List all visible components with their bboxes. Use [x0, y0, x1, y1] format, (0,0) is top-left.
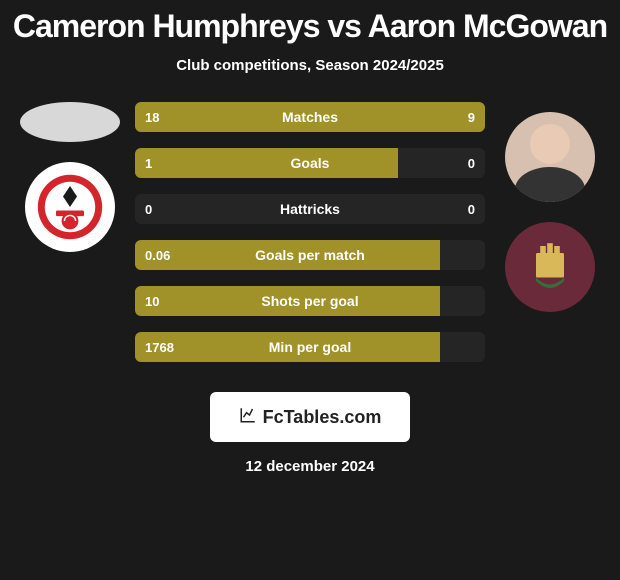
- stat-row: 00Hattricks: [135, 194, 485, 224]
- stat-label: Goals: [135, 148, 485, 178]
- stat-row: 1768Min per goal: [135, 332, 485, 362]
- stat-row: 189Matches: [135, 102, 485, 132]
- chart-icon: [239, 406, 257, 429]
- right-player-column: [490, 102, 610, 312]
- northampton-crest-icon: [515, 232, 585, 302]
- stat-label: Goals per match: [135, 240, 485, 270]
- stat-label: Shots per goal: [135, 286, 485, 316]
- stat-label: Min per goal: [135, 332, 485, 362]
- brand-badge: FcTables.com: [210, 392, 410, 442]
- left-player-column: [10, 102, 130, 252]
- content-area: 189Matches 10Goals 00Hattricks 0.06Goals pe…: [0, 102, 620, 382]
- right-player-photo: [505, 112, 595, 202]
- right-club-crest: [505, 222, 595, 312]
- brand-text: FcTables.com: [263, 407, 382, 428]
- subtitle: Club competitions, Season 2024/2025: [0, 57, 620, 74]
- stat-label: Hattricks: [135, 194, 485, 224]
- stat-bars: 189Matches 10Goals 00Hattricks 0.06Goals pe…: [135, 102, 485, 378]
- page-title: Cameron Humphreys vs Aaron McGowan: [0, 0, 620, 45]
- rotherham-crest-icon: [35, 172, 105, 242]
- stat-row: 0.06Goals per match: [135, 240, 485, 270]
- stat-label: Matches: [135, 102, 485, 132]
- stat-row: 10Goals: [135, 148, 485, 178]
- date-text: 12 december 2024: [0, 458, 620, 475]
- left-club-crest: [25, 162, 115, 252]
- left-player-photo-placeholder: [20, 102, 120, 142]
- stat-row: 10Shots per goal: [135, 286, 485, 316]
- comparison-infographic: Cameron Humphreys vs Aaron McGowan Club …: [0, 0, 620, 580]
